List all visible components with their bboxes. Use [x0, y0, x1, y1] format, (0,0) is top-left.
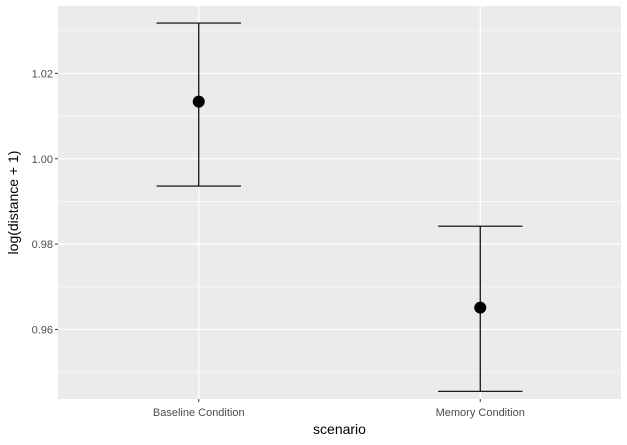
plot-panel: [58, 6, 621, 399]
y-tick-label: 0.98: [32, 239, 53, 251]
x-tick-label: Memory Condition: [436, 407, 525, 419]
grid-major: [58, 6, 621, 399]
x-axis: Baseline Condition Memory Condition: [153, 399, 525, 419]
x-tick-label: Baseline Condition: [153, 407, 245, 419]
y-tick-label: 0.96: [32, 324, 53, 336]
y-axis-title: log(distance + 1): [5, 151, 21, 255]
grid-minor: [58, 30, 621, 373]
x-axis-title: scenario: [313, 421, 366, 437]
mean-point: [192, 95, 205, 108]
y-tick-label: 1.02: [32, 68, 53, 80]
y-axis: 0.96 0.98 1.00 1.02: [32, 68, 58, 336]
y-tick-label: 1.00: [32, 154, 53, 166]
mean-point: [474, 301, 487, 314]
marks: [156, 22, 523, 392]
